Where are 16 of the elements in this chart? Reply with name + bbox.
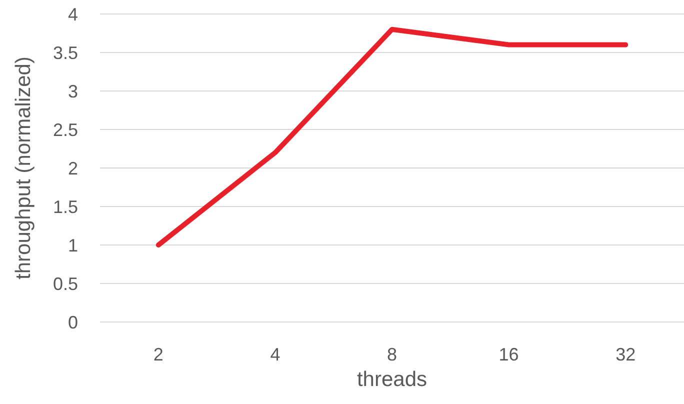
x-tick-label: 4 [270, 344, 280, 364]
y-tick-label: 4 [68, 4, 78, 24]
x-tick-label: 2 [153, 344, 164, 364]
y-tick-label: 2 [68, 158, 78, 178]
y-tick-label: 1.5 [52, 196, 78, 217]
x-axis-title: threads [356, 368, 428, 391]
x-tick-label: 32 [616, 344, 636, 364]
x-tick-label: 8 [386, 344, 398, 364]
y-axis-title: throughput (normalized) [12, 56, 35, 280]
x-tick-label: 16 [498, 344, 519, 364]
y-tick-label: 3 [68, 81, 78, 102]
y-tick-label: 1 [68, 235, 78, 256]
y-tick-label: 0 [68, 312, 78, 332]
y-tick-label: 2.5 [52, 120, 78, 140]
y-tick-label: 3.5 [52, 42, 78, 63]
y-tick-label: 0.5 [52, 274, 78, 294]
